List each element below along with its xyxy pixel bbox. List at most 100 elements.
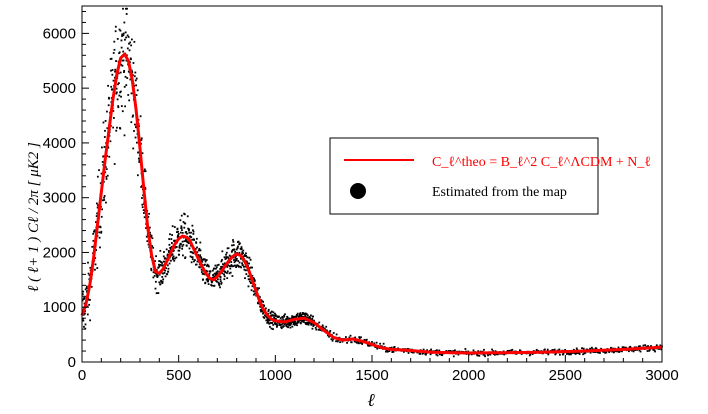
- data-point: [223, 263, 225, 266]
- data-point: [238, 261, 241, 264]
- data-point: [441, 354, 444, 357]
- data-point: [176, 231, 178, 233]
- data-point: [104, 120, 107, 122]
- data-point: [482, 353, 485, 356]
- data-point: [419, 352, 422, 355]
- data-point: [119, 29, 122, 32]
- data-point: [659, 344, 662, 347]
- data-point: [221, 259, 223, 261]
- data-point: [317, 328, 320, 331]
- data-point: [198, 247, 201, 250]
- data-point: [120, 105, 123, 107]
- data-point: [275, 317, 277, 320]
- data-point: [115, 91, 118, 94]
- data-point: [168, 251, 170, 254]
- data-point: [199, 266, 201, 269]
- data-point: [363, 338, 366, 341]
- data-point: [136, 174, 139, 177]
- data-point: [123, 71, 125, 73]
- data-point: [153, 274, 156, 277]
- data-point: [331, 339, 334, 342]
- data-point: [315, 328, 318, 331]
- data-point: [236, 246, 239, 249]
- data-point: [246, 256, 249, 259]
- data-point: [296, 324, 298, 327]
- data-point: [191, 224, 194, 227]
- data-point: [210, 279, 213, 282]
- data-point: [105, 176, 108, 178]
- data-point: [118, 82, 120, 85]
- data-point: [445, 350, 448, 352]
- data-point: [297, 321, 300, 324]
- data-point: [234, 251, 237, 253]
- data-point: [120, 95, 122, 98]
- data-point: [191, 258, 194, 261]
- data-point: [232, 240, 235, 243]
- data-point: [375, 341, 378, 344]
- data-point: [285, 317, 288, 320]
- data-point: [361, 343, 364, 345]
- data-point: [113, 40, 116, 43]
- data-point: [141, 206, 144, 209]
- data-point: [511, 348, 514, 351]
- legend-theory-label: C_ℓ^theo = B_ℓ^2 C_ℓ^ΛCDM + N_ℓ: [432, 155, 651, 170]
- data-point: [232, 244, 235, 247]
- data-point: [228, 254, 231, 257]
- data-point: [346, 341, 348, 344]
- data-point: [133, 75, 136, 78]
- data-point: [292, 315, 295, 318]
- data-point: [132, 147, 135, 150]
- data-point: [230, 261, 233, 263]
- data-point: [118, 94, 121, 97]
- data-point: [217, 263, 220, 266]
- data-point: [124, 7, 127, 10]
- data-point: [268, 322, 271, 325]
- data-point: [94, 263, 97, 266]
- data-point: [422, 352, 424, 355]
- data-point: [291, 315, 294, 318]
- data-point: [126, 77, 129, 79]
- data-point: [215, 266, 218, 269]
- data-point: [158, 263, 160, 266]
- data-point: [114, 70, 116, 73]
- data-point: [358, 337, 361, 339]
- data-point: [237, 245, 239, 248]
- data-point: [235, 259, 238, 262]
- data-point: [150, 234, 153, 237]
- data-point: [310, 314, 312, 317]
- data-point: [204, 263, 206, 266]
- data-point: [226, 247, 229, 250]
- data-point: [92, 239, 95, 242]
- data-point: [470, 353, 473, 356]
- data-point: [130, 92, 133, 95]
- data-point: [411, 351, 414, 354]
- data-point: [174, 257, 176, 260]
- data-point: [611, 350, 614, 353]
- data-point: [201, 260, 204, 263]
- data-point: [230, 265, 232, 268]
- data-point: [95, 215, 98, 217]
- data-point: [86, 313, 89, 316]
- data-point: [426, 349, 428, 352]
- data-point: [494, 350, 497, 353]
- data-point: [185, 244, 188, 247]
- data-point: [177, 235, 180, 237]
- data-point: [200, 271, 203, 273]
- data-point: [348, 336, 351, 339]
- data-point: [252, 290, 255, 293]
- data-point: [577, 352, 579, 354]
- data-point: [145, 235, 148, 238]
- data-point: [238, 251, 241, 254]
- data-point: [123, 69, 126, 72]
- data-point: [332, 332, 335, 334]
- data-point: [359, 341, 362, 344]
- data-point: [144, 188, 147, 190]
- data-point: [159, 260, 161, 263]
- data-point: [122, 59, 125, 62]
- data-point: [211, 280, 214, 283]
- data-point: [111, 69, 114, 71]
- data-point: [140, 137, 143, 140]
- data-point: [103, 146, 106, 148]
- data-point: [454, 349, 456, 352]
- data-point: [529, 353, 532, 356]
